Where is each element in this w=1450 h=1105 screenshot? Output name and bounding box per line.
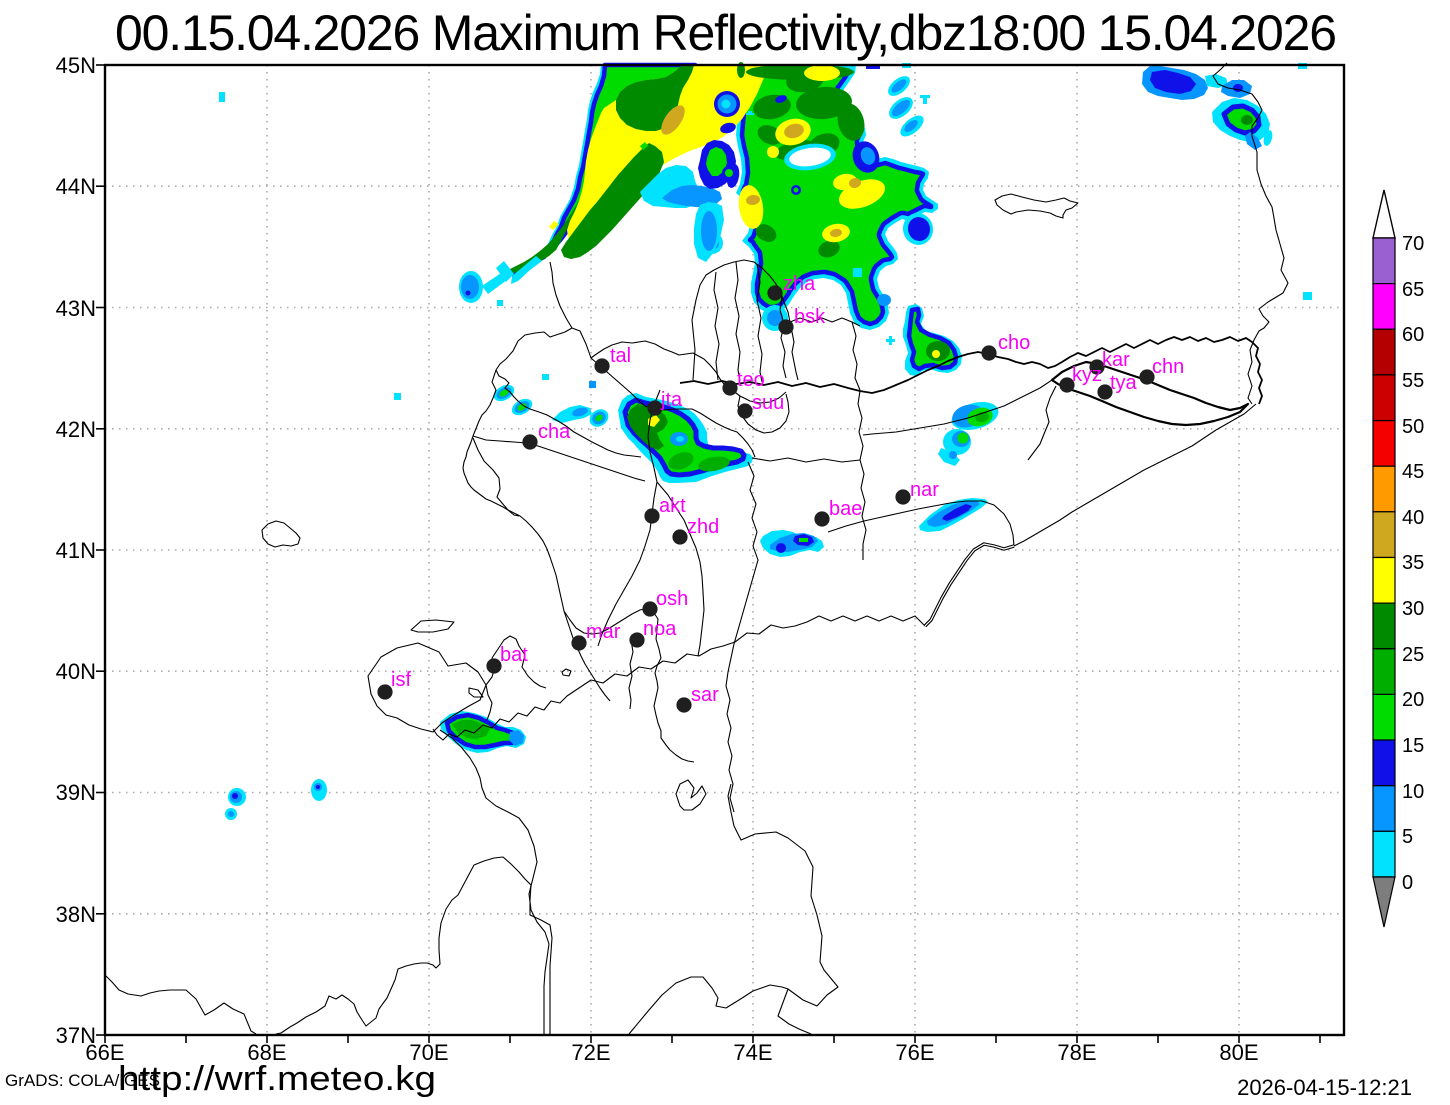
svg-text:GrADS: COLA/IGES: GrADS: COLA/IGES bbox=[5, 1071, 160, 1090]
svg-text:35: 35 bbox=[1402, 552, 1424, 574]
svg-text:42N: 42N bbox=[56, 417, 96, 442]
svg-text:74E: 74E bbox=[733, 1040, 772, 1065]
svg-text:zhd: zhd bbox=[687, 516, 719, 538]
svg-text:38N: 38N bbox=[56, 902, 96, 927]
svg-text:40N: 40N bbox=[56, 659, 96, 684]
svg-text:00.15.04.2026 Maximum Reflecti: 00.15.04.2026 Maximum Reflectivity,dbz18… bbox=[115, 5, 1337, 61]
svg-text:50: 50 bbox=[1402, 416, 1424, 438]
svg-text:2026-04-15-12:21: 2026-04-15-12:21 bbox=[1237, 1075, 1412, 1100]
svg-text:80E: 80E bbox=[1219, 1040, 1258, 1065]
svg-text:kyz: kyz bbox=[1072, 364, 1102, 386]
svg-text:chn: chn bbox=[1152, 356, 1184, 378]
svg-text:tal: tal bbox=[610, 345, 631, 367]
svg-text:39N: 39N bbox=[56, 780, 96, 805]
svg-text:kar: kar bbox=[1102, 349, 1130, 371]
svg-text:41N: 41N bbox=[56, 538, 96, 563]
svg-text:70E: 70E bbox=[409, 1040, 448, 1065]
svg-text:bae: bae bbox=[829, 498, 862, 520]
svg-text:37N: 37N bbox=[56, 1023, 96, 1048]
svg-text:43N: 43N bbox=[56, 296, 96, 321]
svg-text:zha: zha bbox=[783, 273, 816, 295]
svg-text:60: 60 bbox=[1402, 324, 1424, 346]
svg-text:sar: sar bbox=[691, 684, 719, 706]
svg-text:45: 45 bbox=[1402, 461, 1424, 483]
svg-text:mar: mar bbox=[586, 621, 621, 643]
svg-text:suu: suu bbox=[752, 392, 784, 414]
svg-text:bsk: bsk bbox=[794, 306, 826, 328]
svg-text:44N: 44N bbox=[56, 174, 96, 199]
svg-text:15: 15 bbox=[1402, 735, 1424, 757]
svg-text:72E: 72E bbox=[571, 1040, 610, 1065]
svg-text:78E: 78E bbox=[1057, 1040, 1096, 1065]
svg-text:teo: teo bbox=[737, 369, 765, 391]
svg-text:68E: 68E bbox=[247, 1040, 286, 1065]
svg-text:tya: tya bbox=[1110, 372, 1138, 394]
svg-text:20: 20 bbox=[1402, 689, 1424, 711]
svg-text:cho: cho bbox=[998, 332, 1030, 354]
svg-text:osh: osh bbox=[656, 588, 688, 610]
svg-text:65: 65 bbox=[1402, 279, 1424, 301]
svg-text:10: 10 bbox=[1402, 781, 1424, 803]
svg-text:25: 25 bbox=[1402, 644, 1424, 666]
svg-text:http://wrf.meteo.kg: http://wrf.meteo.kg bbox=[118, 1060, 436, 1098]
svg-text:76E: 76E bbox=[895, 1040, 934, 1065]
svg-text:bat: bat bbox=[500, 644, 528, 666]
svg-text:isf: isf bbox=[391, 669, 411, 691]
svg-text:akt: akt bbox=[659, 495, 686, 517]
svg-text:70: 70 bbox=[1402, 233, 1424, 255]
svg-text:cha: cha bbox=[538, 421, 571, 443]
svg-text:jta: jta bbox=[660, 389, 683, 411]
svg-text:0: 0 bbox=[1402, 872, 1413, 894]
svg-text:45N: 45N bbox=[56, 53, 96, 78]
svg-text:5: 5 bbox=[1402, 826, 1413, 848]
svg-text:66E: 66E bbox=[85, 1040, 124, 1065]
svg-text:noa: noa bbox=[643, 618, 677, 640]
svg-text:nar: nar bbox=[910, 479, 939, 501]
svg-text:40: 40 bbox=[1402, 507, 1424, 529]
svg-text:55: 55 bbox=[1402, 370, 1424, 392]
svg-text:30: 30 bbox=[1402, 598, 1424, 620]
